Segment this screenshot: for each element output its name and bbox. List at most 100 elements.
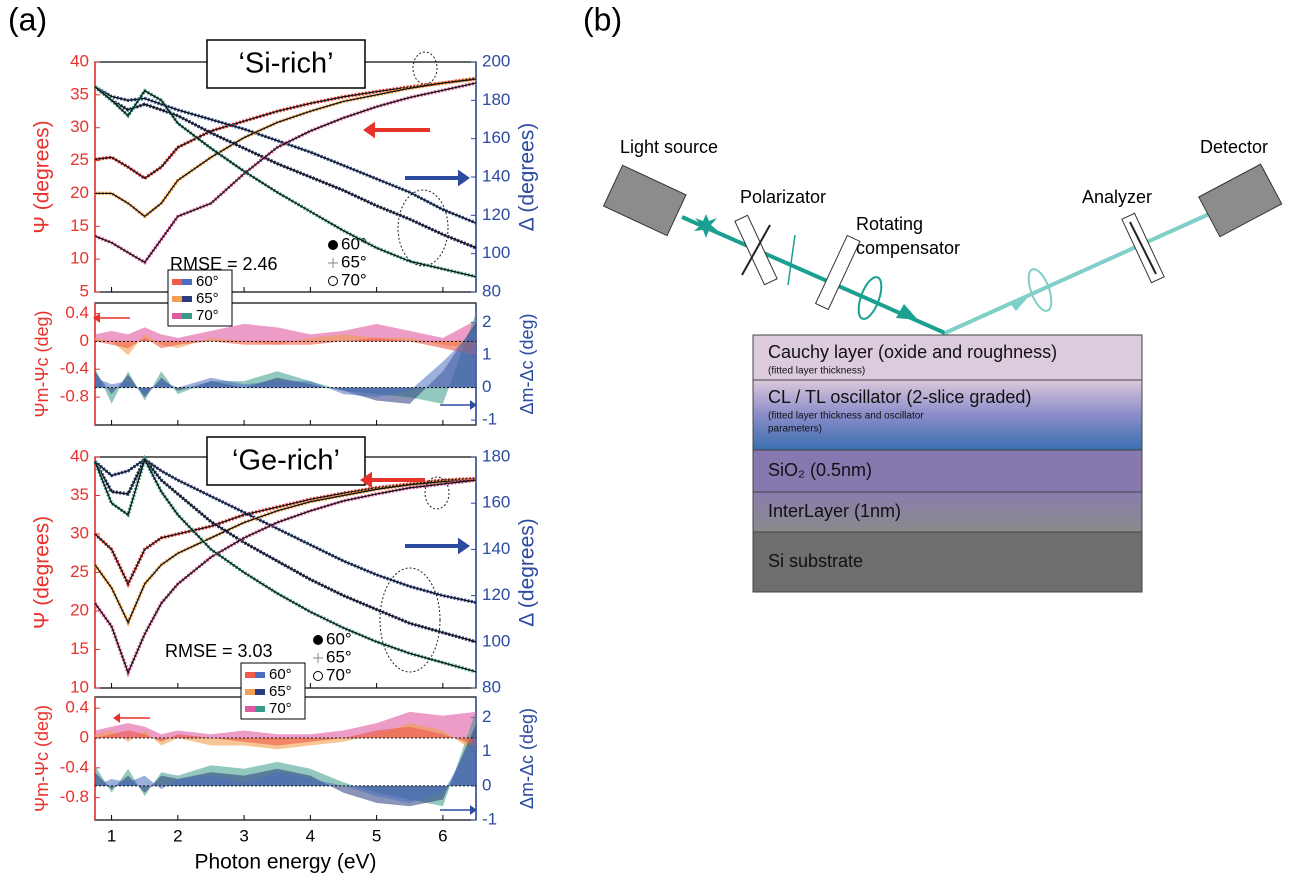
legend-swatch — [245, 672, 255, 678]
annotation-arrow-head — [458, 537, 470, 555]
polarization — [857, 276, 883, 320]
y2-tick-label: 0 — [482, 775, 491, 794]
layer-note: parameters) — [768, 424, 822, 435]
y2-tick-label: 200 — [482, 51, 510, 70]
layer-label: CL / TL oscillator (2-slice graded) — [768, 387, 1031, 407]
legend-swatch — [255, 689, 265, 695]
y2-tick-label: 180 — [482, 90, 510, 109]
polarizer-label: Polarizator — [740, 187, 826, 207]
psi-fit-line — [95, 78, 477, 218]
y2-tick-label: 140 — [482, 539, 510, 558]
legend-label: 60° — [269, 666, 292, 683]
y-tick-label: -0.4 — [60, 359, 89, 378]
x-tick-label: 6 — [438, 826, 447, 845]
y2-tick-label: 140 — [482, 166, 510, 185]
legend-marker — [313, 635, 323, 645]
highlight-ellipse — [424, 476, 450, 510]
y-tick-label: 20 — [70, 600, 89, 619]
delta-fit-line — [94, 86, 477, 224]
y2-tick-label: 180 — [482, 446, 510, 465]
polarization — [1027, 268, 1053, 312]
title-box — [206, 436, 366, 486]
y2-axis-label: Δm-Δc (deg) — [517, 313, 537, 414]
detector-label: Detector — [1200, 137, 1268, 157]
psi-residual-area — [95, 337, 476, 356]
y-tick-label: -0.4 — [60, 757, 89, 776]
panel-label: (b) — [583, 1, 622, 37]
compensator-label: compensator — [856, 238, 960, 258]
psi-residual-area — [95, 320, 476, 342]
y-tick-label: 35 — [70, 84, 89, 103]
legend-swatch — [255, 672, 265, 678]
plot-frame — [94, 302, 477, 426]
y-tick-label: 10 — [70, 677, 89, 696]
y-tick-label: 0 — [80, 331, 89, 350]
annotation-arrow-head — [113, 713, 120, 723]
y2-axis-label: Δm-Δc (deg) — [517, 708, 537, 809]
legend-marker — [313, 671, 323, 681]
legend-swatch — [245, 689, 255, 695]
chart-title: ‘Ge-rich’ — [232, 445, 340, 477]
y2-tick-label: 2 — [482, 707, 491, 726]
compensator — [814, 234, 861, 311]
y-tick-label: 0 — [80, 727, 89, 746]
psi-fit-line — [94, 479, 477, 675]
y2-tick-label: 100 — [482, 243, 510, 262]
x-tick-label: 3 — [239, 826, 248, 845]
delta-fit-line — [94, 86, 477, 278]
y2-tick-label: 0 — [482, 377, 491, 396]
legend-swatch — [255, 706, 265, 712]
legend-label: 65° — [196, 290, 219, 307]
highlight-ellipse — [379, 567, 441, 673]
polarizer-axis — [741, 224, 771, 276]
y-axis-label: Ψ (degrees) — [31, 516, 54, 629]
x-axis-label: Photon energy (eV) — [194, 851, 376, 874]
ellipsometer-diagram: Light source Polarizator Rotating compen… — [602, 137, 1283, 335]
source-flash — [694, 214, 718, 238]
legend-label: 65° — [269, 683, 292, 700]
psi-fit-line — [94, 77, 477, 180]
y-tick-label: 20 — [70, 183, 89, 202]
legend-label: 60° — [196, 273, 219, 290]
layer-label: InterLayer (1nm) — [768, 501, 901, 521]
y-tick-label: 10 — [70, 249, 89, 268]
rmse-annotation: RMSE = 3.03 — [165, 641, 273, 661]
y-tick-label: 15 — [70, 216, 89, 235]
panel-label: (a) — [8, 1, 47, 37]
y2-axis-label: Δ (degrees) — [516, 123, 539, 232]
delta-residual-area — [95, 329, 476, 398]
x-tick-label: 5 — [372, 826, 381, 845]
y2-tick-label: 120 — [482, 585, 510, 604]
y-tick-label: 35 — [70, 485, 89, 504]
y-tick-label: 30 — [70, 523, 89, 542]
legend-swatch — [172, 279, 182, 285]
detector — [1198, 163, 1283, 238]
delta-fit-line — [94, 457, 477, 673]
analyzer-label: Analyzer — [1082, 187, 1152, 207]
light-source — [602, 164, 687, 237]
analyzer-axis — [1129, 221, 1157, 275]
highlight-ellipse — [397, 189, 449, 267]
legend-swatch — [245, 706, 255, 712]
y-axis-label: Ψm-Ψc (deg) — [32, 310, 52, 417]
y2-tick-label: 80 — [482, 677, 501, 696]
legend-marker — [328, 276, 338, 286]
chart: -0.8 -0.4 0 0.4 -1 0 1 2 1 2 3 4 5 6 Photon energy (eV… — [32, 662, 537, 874]
y-tick-label: -0.8 — [60, 787, 89, 806]
y-tick-label: 40 — [70, 446, 89, 465]
legend-swatch — [182, 296, 192, 302]
delta-fit-line — [94, 458, 477, 604]
chart: -0.8 -0.4 0 0.4 -1 0 1 2 Ψm-Ψc (deg) Δm-Δc (deg) 6… — [32, 269, 537, 429]
legend-swatch — [172, 313, 182, 319]
legend-swatch — [182, 279, 192, 285]
delta-residual-area — [95, 734, 476, 803]
annotation-arrow-head — [93, 313, 100, 323]
y-tick-label: 5 — [80, 281, 89, 300]
y-tick-label: -0.8 — [60, 387, 89, 406]
legend-label: 65° — [326, 647, 352, 666]
y2-tick-label: 120 — [482, 205, 510, 224]
x-tick-label: 1 — [107, 826, 116, 845]
legend-label: 70° — [269, 700, 292, 717]
y2-axis-label: Δ (degrees) — [516, 518, 539, 627]
legend-label: 65° — [341, 252, 367, 271]
